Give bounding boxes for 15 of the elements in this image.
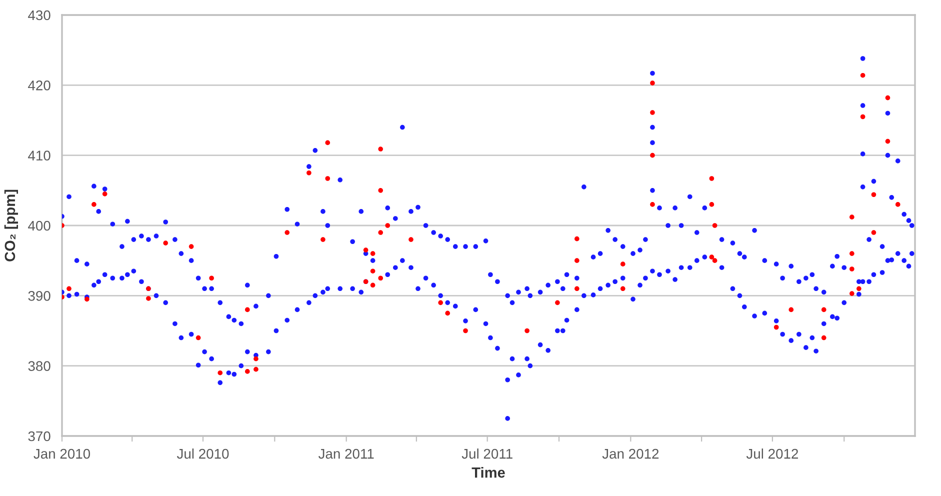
x-tick-label: Jul 2011 [462, 448, 512, 459]
x-axis-title: Time [472, 467, 505, 478]
y-tick-label: 410 [28, 150, 50, 161]
x-tick-label: Jul 2012 [746, 448, 798, 459]
x-tick-label: Jan 2011 [318, 448, 374, 459]
x-tick-label: Jan 2010 [34, 448, 90, 459]
y-tick-label: 430 [28, 10, 50, 20]
y-tick-label: 380 [28, 361, 50, 372]
y-tick-label: 400 [28, 220, 50, 231]
y-tick-label: 390 [28, 291, 50, 301]
x-tick-label: Jan 2012 [602, 448, 659, 459]
y-tick-label: 420 [28, 80, 50, 90]
x-tick-label: Jul 2010 [176, 448, 229, 459]
y-tick-label: 370 [28, 431, 50, 442]
y-axis-title: CO₂ [ppm] [4, 190, 18, 262]
